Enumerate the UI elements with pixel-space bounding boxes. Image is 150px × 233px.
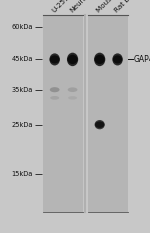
Text: 60kDa: 60kDa (12, 24, 33, 30)
Ellipse shape (50, 55, 60, 64)
Ellipse shape (67, 53, 78, 66)
Ellipse shape (94, 53, 105, 66)
Ellipse shape (94, 120, 105, 129)
Ellipse shape (113, 55, 122, 64)
Bar (43, 15, 82, 212)
Bar (88, 15, 128, 212)
Text: U-251MG: U-251MG (50, 0, 78, 14)
Text: Neuro-2a: Neuro-2a (68, 0, 96, 14)
Text: Mouse heart: Mouse heart (95, 0, 132, 14)
Text: 35kDa: 35kDa (12, 87, 33, 93)
Text: 25kDa: 25kDa (12, 122, 33, 128)
Ellipse shape (50, 96, 59, 100)
Text: Rat brain: Rat brain (113, 0, 141, 14)
Ellipse shape (68, 87, 77, 92)
Ellipse shape (50, 53, 60, 65)
Ellipse shape (95, 121, 104, 128)
Ellipse shape (94, 55, 105, 64)
Text: 15kDa: 15kDa (12, 171, 33, 177)
Ellipse shape (68, 55, 78, 64)
Text: GAP43: GAP43 (133, 55, 150, 64)
Ellipse shape (68, 96, 77, 100)
Ellipse shape (50, 87, 60, 92)
Ellipse shape (112, 53, 123, 65)
Text: 45kDa: 45kDa (12, 56, 33, 62)
